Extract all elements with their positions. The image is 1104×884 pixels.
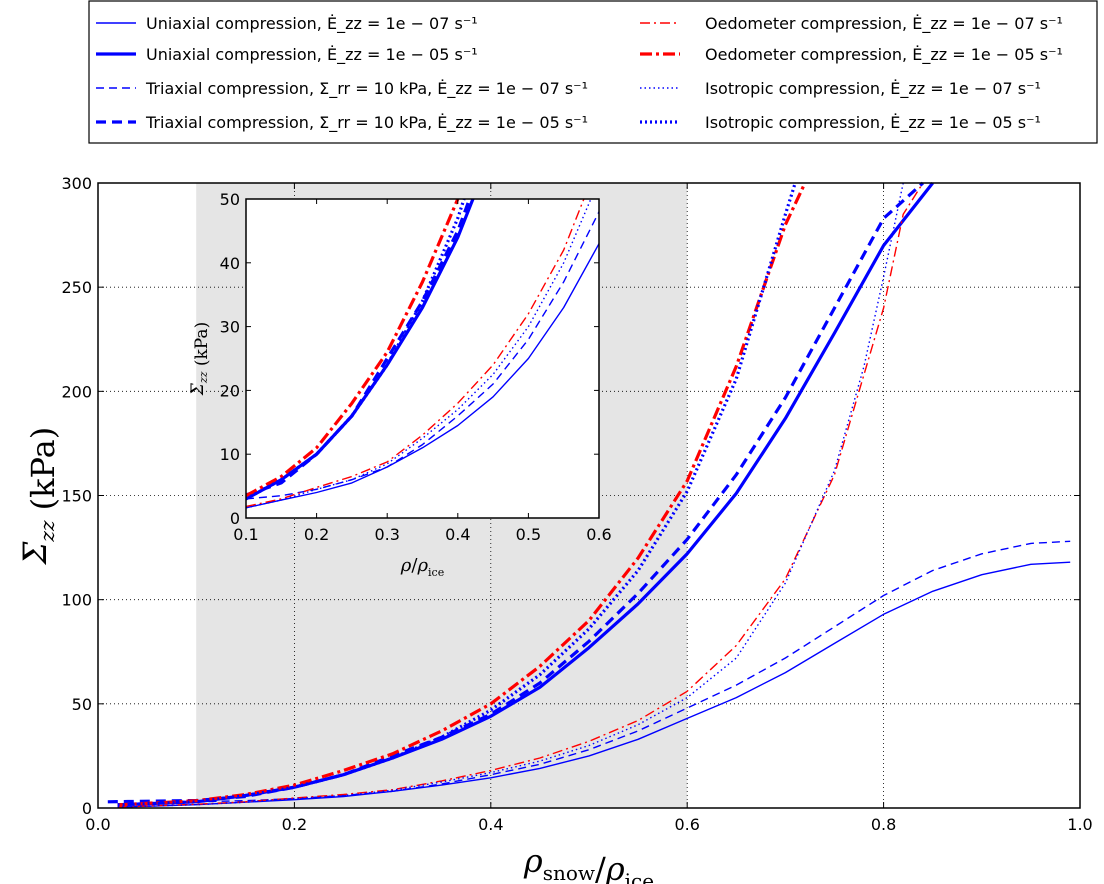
inset-y-tick-label: 30 (220, 318, 240, 337)
y-tick-label: 300 (61, 174, 92, 193)
inset-series-line-2 (246, 210, 599, 500)
inset-series-line-4 (246, 199, 585, 508)
inset-y-tick-label: 0 (230, 509, 240, 528)
legend-label: Isotropic compression, Ė_zz = 1e − 05 s⁻… (705, 113, 1041, 133)
inset-series-line-3 (246, 199, 472, 497)
inset-series (246, 199, 599, 509)
inset-y-tick-label: 10 (220, 445, 240, 464)
legend-label: Uniaxial compression, Ė_zz = 1e − 07 s⁻¹ (146, 14, 478, 34)
legend-label: Triaxial compression, Σ_rr = 10 kPa, Ė_z… (145, 79, 588, 99)
legend-label: Oedometer compression, Ė_zz = 1e − 07 s⁻… (705, 14, 1063, 34)
legend: Uniaxial compression, Ė_zz = 1e − 07 s⁻¹… (88, 0, 1098, 144)
inset-series-line-5 (246, 199, 460, 498)
series-line-5 (117, 182, 807, 807)
x-tick-label: 0.0 (85, 815, 110, 834)
inset-y-tick-label: 40 (220, 254, 240, 273)
legend-label: Isotropic compression, Ė_zz = 1e − 07 s⁻… (705, 79, 1041, 99)
x-axis-label: ρsnow/ρice (523, 842, 654, 884)
main-series (107, 181, 1071, 808)
y-axis-label: Σzz (kPa) (16, 427, 62, 565)
y-tick-label: 250 (61, 278, 92, 297)
inset-x-tick-label: 0.1 (233, 525, 258, 544)
inset-y-axis-label: Σzz (kPa) (188, 322, 212, 396)
y-tick-label: 0 (82, 799, 92, 818)
inset-y-tick-label: 20 (220, 381, 240, 400)
inset-x-tick-label: 0.4 (445, 525, 470, 544)
inset-x-tick-label: 0.3 (374, 525, 399, 544)
series-line-4 (117, 182, 924, 808)
inset-ticks: 0.1 0.2 0.3 0.4 0.5 0.6 0 10 20 30 40 50 (220, 190, 612, 544)
inset-series-line-7 (246, 199, 466, 501)
y-tick-label: 100 (61, 591, 92, 610)
inset-x-tick-label: 0.6 (586, 525, 611, 544)
legend-label: Triaxial compression, Σ_rr = 10 kPa, Ė_z… (145, 113, 588, 133)
inset-plot-frame (245, 198, 600, 519)
legend-label: Uniaxial compression, Ė_zz = 1e − 05 s⁻¹ (146, 45, 478, 65)
inset-x-tick-label: 0.5 (516, 525, 541, 544)
x-tick-label: 0.6 (674, 815, 699, 834)
inset-x-tick-label: 0.2 (304, 525, 329, 544)
y-tick-label: 150 (61, 487, 92, 506)
legend-box (88, 0, 1098, 144)
x-tick-label: 1.0 (1067, 815, 1092, 834)
inset-background (246, 199, 599, 518)
legend-label: Oedometer compression, Ė_zz = 1e − 05 s⁻… (705, 45, 1063, 65)
y-tick-label: 200 (61, 382, 92, 401)
inset-y-tick-label: 50 (220, 190, 240, 209)
inset-x-axis-label: ρ/ρice (400, 555, 444, 579)
x-tick-label: 0.4 (478, 815, 503, 834)
x-tick-label: 0.8 (871, 815, 896, 834)
y-tick-label: 50 (72, 695, 92, 714)
x-tick-label: 0.2 (282, 815, 307, 834)
series-line-3 (107, 181, 924, 804)
